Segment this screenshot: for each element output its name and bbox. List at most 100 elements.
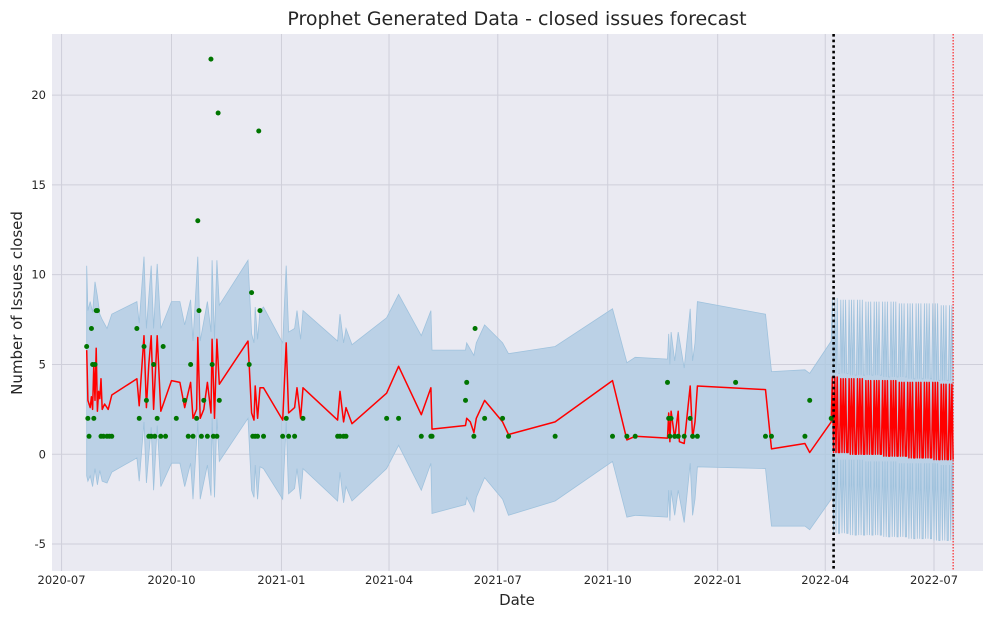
observed-point xyxy=(300,415,306,421)
observed-point xyxy=(190,433,196,439)
observed-point xyxy=(768,433,774,439)
observed-point xyxy=(134,326,140,332)
observed-point xyxy=(472,326,478,332)
observed-point xyxy=(185,433,191,439)
observed-point xyxy=(100,433,106,439)
y-tick-label: -5 xyxy=(35,537,46,551)
y-tick-label: 0 xyxy=(39,447,46,461)
observed-point xyxy=(154,415,160,421)
observed-point xyxy=(151,361,157,367)
observed-point xyxy=(500,415,506,421)
observed-point xyxy=(210,433,216,439)
observed-point xyxy=(464,379,470,385)
x-tick-label: 2022-07 xyxy=(910,573,958,587)
observed-point xyxy=(396,415,402,421)
observed-point xyxy=(257,308,263,314)
observed-point xyxy=(208,56,214,62)
observed-point xyxy=(552,433,558,439)
observed-point xyxy=(667,433,673,439)
observed-point xyxy=(687,415,693,421)
observed-point xyxy=(136,415,142,421)
vertical-markers xyxy=(832,34,954,571)
observed-point xyxy=(807,397,813,403)
observed-point xyxy=(160,344,166,350)
observed-point xyxy=(141,344,147,350)
observed-point xyxy=(675,433,681,439)
observed-point xyxy=(668,415,674,421)
observed-point xyxy=(762,433,768,439)
observed-point xyxy=(92,361,98,367)
observed-point xyxy=(624,433,630,439)
observed-point xyxy=(182,397,188,403)
observed-point xyxy=(188,361,194,367)
observed-point xyxy=(198,433,204,439)
observed-point xyxy=(280,433,286,439)
observed-point xyxy=(209,361,215,367)
x-tick-label: 2022-04 xyxy=(801,573,849,587)
y-axis-ticks: -5 0 5 10 15 20 xyxy=(31,88,46,551)
y-tick-label: 15 xyxy=(31,178,46,192)
x-tick-label: 2020-10 xyxy=(147,573,195,587)
x-tick-label: 2021-01 xyxy=(257,573,305,587)
forecast-line xyxy=(85,334,954,461)
observed-point xyxy=(173,415,179,421)
observed-point xyxy=(632,433,638,439)
x-axis-label: Date xyxy=(499,591,535,609)
observed-point xyxy=(256,128,262,134)
observed-points xyxy=(84,56,834,439)
observed-point xyxy=(283,415,289,421)
observed-point xyxy=(733,379,739,385)
y-tick-label: 20 xyxy=(31,88,46,102)
y-tick-label: 10 xyxy=(31,268,46,282)
observed-point xyxy=(109,433,115,439)
observed-point xyxy=(94,308,100,314)
observed-point xyxy=(802,433,808,439)
observed-point xyxy=(286,433,292,439)
uncertainty-band-area xyxy=(86,256,954,541)
observed-point xyxy=(195,218,201,224)
observed-point xyxy=(86,433,92,439)
observed-point xyxy=(418,433,424,439)
x-tick-label: 2021-04 xyxy=(365,573,413,587)
observed-point xyxy=(690,433,696,439)
observed-point xyxy=(143,397,149,403)
observed-point xyxy=(292,433,298,439)
observed-point xyxy=(506,433,512,439)
observed-point xyxy=(196,308,202,314)
observed-point xyxy=(85,415,91,421)
observed-point xyxy=(152,433,158,439)
observed-point xyxy=(163,433,169,439)
y-tick-label: 5 xyxy=(39,357,46,371)
observed-point xyxy=(343,433,349,439)
observed-point xyxy=(672,433,678,439)
observed-point xyxy=(91,415,97,421)
x-tick-label: 2020-07 xyxy=(38,573,86,587)
observed-point xyxy=(215,110,221,116)
uncertainty-band xyxy=(86,256,954,541)
observed-point xyxy=(681,433,687,439)
observed-point xyxy=(610,433,616,439)
observed-point xyxy=(88,326,94,332)
observed-point xyxy=(214,433,220,439)
observed-point xyxy=(249,290,255,296)
observed-point xyxy=(204,433,210,439)
x-axis-ticks: 2020-07 2020-10 2021-01 2021-04 2021-07 2021-… xyxy=(38,573,959,587)
forecast-line-layer xyxy=(85,334,954,461)
chart-title: Prophet Generated Data - closed issues f… xyxy=(287,8,746,30)
observed-point xyxy=(337,433,343,439)
observed-point xyxy=(261,433,267,439)
observed-point xyxy=(158,433,164,439)
observed-point xyxy=(664,379,670,385)
observed-point xyxy=(694,433,700,439)
x-tick-label: 2021-07 xyxy=(474,573,522,587)
observed-point xyxy=(216,397,222,403)
observed-point xyxy=(201,397,207,403)
observed-point xyxy=(84,344,90,350)
observed-point xyxy=(482,415,488,421)
x-tick-label: 2021-10 xyxy=(584,573,632,587)
observed-point xyxy=(148,433,154,439)
y-axis-label: Number of Issues closed xyxy=(8,211,26,395)
observed-point xyxy=(471,433,477,439)
observed-point xyxy=(384,415,390,421)
